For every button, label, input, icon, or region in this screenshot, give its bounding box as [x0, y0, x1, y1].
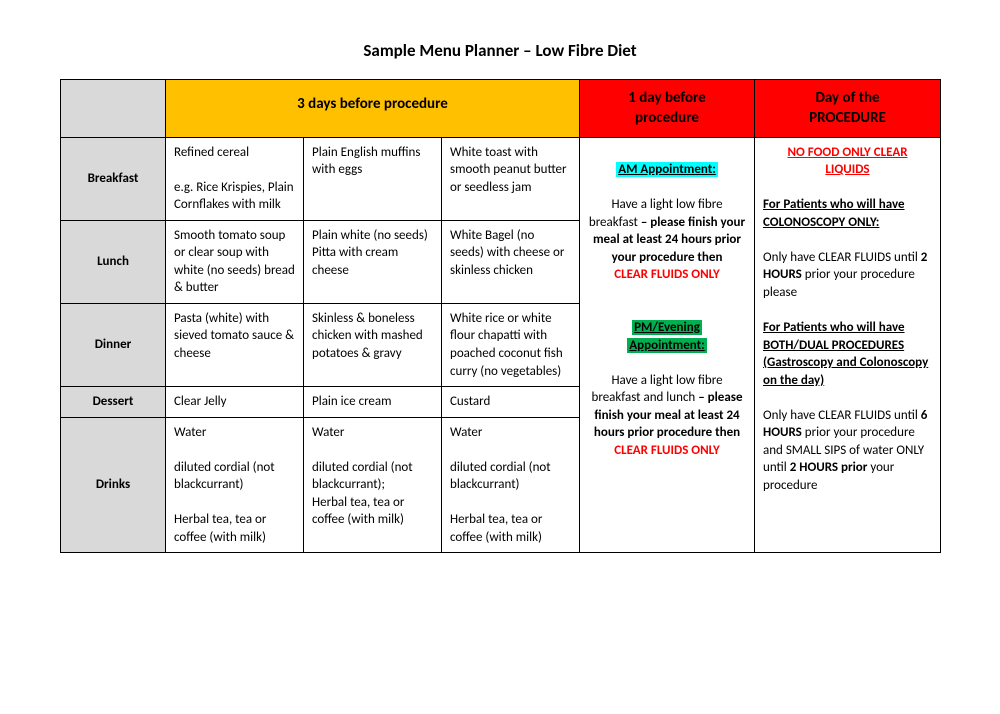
dinner-d3: White rice or white flour chapatti with … [442, 303, 580, 386]
dessert-d3: Custard [442, 387, 580, 418]
breakfast-d3: White toast with smooth peanut butter or… [442, 137, 580, 220]
dessert-d2: Plain ice cream [304, 387, 442, 418]
lunch-d1: Smooth tomato soup or clear soup with wh… [166, 220, 304, 303]
lunch-d2: Plain white (no seeds) Pitta with cream … [304, 220, 442, 303]
drinks-d2: Water diluted cordial (not blackcurrant)… [304, 417, 442, 553]
rowlabel-dessert: Dessert [61, 387, 166, 418]
breakfast-d1: Refined cereal e.g. Rice Krispies, Plain… [166, 137, 304, 220]
rowlabel-lunch: Lunch [61, 220, 166, 303]
row-breakfast: Breakfast Refined cereal e.g. Rice Krisp… [61, 137, 941, 220]
no-food-heading: NO FOOD ONLY CLEAR LIQUIDS [763, 144, 932, 179]
one-day-cell: AM Appointment: Have a light low fibre b… [580, 137, 755, 553]
drinks-d3: Water diluted cordial (not blackcurrant)… [442, 417, 580, 553]
am-appointment-label: AM Appointment: [616, 162, 718, 177]
colonoscopy-only-heading: For Patients who will have COLONOSCOPY O… [763, 197, 905, 230]
pm-appointment-label: PM/Evening [632, 320, 702, 335]
header-blank [61, 80, 166, 138]
drinks-d1: Water diluted cordial (not blackcurrant)… [166, 417, 304, 553]
menu-planner-table: 3 days before procedure 1 day before pro… [60, 79, 941, 553]
breakfast-d2: Plain English muffins with eggs [304, 137, 442, 220]
page-title: Sample Menu Planner – Low Fibre Diet [60, 40, 940, 61]
rowlabel-breakfast: Breakfast [61, 137, 166, 220]
dual-procedures-heading: For Patients who will have BOTH/DUAL PRO… [763, 320, 928, 388]
header-row: 3 days before procedure 1 day before pro… [61, 80, 941, 138]
procedure-day-cell: NO FOOD ONLY CLEAR LIQUIDS For Patients … [755, 137, 941, 553]
header-procedure: Day of the PROCEDURE [755, 80, 941, 138]
rowlabel-drinks: Drinks [61, 417, 166, 553]
rowlabel-dinner: Dinner [61, 303, 166, 386]
dessert-d1: Clear Jelly [166, 387, 304, 418]
header-3days: 3 days before procedure [166, 80, 580, 138]
dinner-d2: Skinless & boneless chicken with mashed … [304, 303, 442, 386]
lunch-d3: White Bagel (no seeds) with cheese or sk… [442, 220, 580, 303]
header-1day: 1 day before procedure [580, 80, 755, 138]
dinner-d1: Pasta (white) with sieved tomato sauce &… [166, 303, 304, 386]
am-clear-fluids: CLEAR FLUIDS ONLY [614, 267, 720, 282]
pm-clear-fluids: CLEAR FLUIDS ONLY [614, 443, 720, 458]
